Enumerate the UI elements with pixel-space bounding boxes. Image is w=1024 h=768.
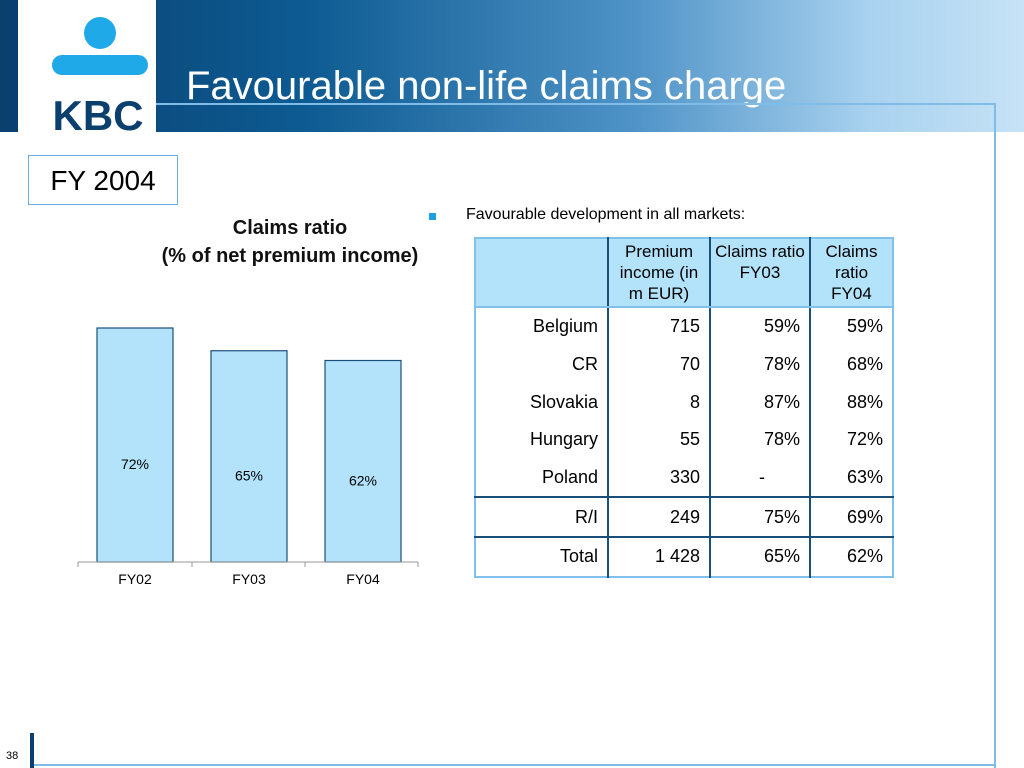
chart-title-line-2: (% of net premium income) — [161, 245, 419, 267]
kbc-logo: KBC — [18, 0, 156, 132]
cell-fy04: 62% — [810, 536, 893, 577]
chart-title-line-1: Claims ratio — [232, 217, 348, 239]
table-body: Belgium 715 59% 59% CR 70 78% 68% Slovakia 8 87% 88… — [475, 307, 893, 577]
logo-text: KBC — [53, 92, 144, 132]
bullet-square-icon — [429, 213, 436, 220]
header-band — [0, 0, 1024, 132]
table-row: Slovakia 8 87% 88% — [475, 383, 893, 422]
bar-FY04 — [324, 359, 402, 563]
cell-fy04: 59% — [846, 316, 883, 337]
cell-market: Hungary — [475, 421, 609, 459]
table-header-fy03: Claims ratio FY03 — [710, 238, 811, 308]
frame-accent-bottom-left — [30, 733, 34, 768]
table-row: Belgium 715 59% 59% — [475, 307, 893, 346]
bullet-text: Favourable development in all markets: — [466, 206, 746, 223]
cell-fy03: - — [710, 458, 811, 498]
table-row: Total 1 428 65% 62% — [475, 536, 893, 577]
frame-line-right — [994, 103, 996, 768]
table-header-row: Premium income (in m EUR) Claims ratio F… — [475, 238, 893, 308]
chart-title: Claims ratio (% of net premium income) — [140, 214, 440, 270]
cell-premium: 70 — [608, 345, 711, 384]
page-title: Favourable non-life claims charge — [186, 64, 787, 108]
bar-FY02 — [96, 327, 174, 563]
cell-fy04: 68% — [846, 354, 883, 375]
cell-fy03: 65% — [710, 536, 811, 577]
cell-fy03: 87% — [710, 383, 811, 422]
cell-fy03: 78% — [710, 421, 811, 459]
cell-market: Belgium — [475, 307, 609, 346]
cell-premium: 249 — [608, 496, 711, 538]
frame-line-top — [156, 103, 996, 105]
cell-market: R/I — [475, 496, 609, 538]
table-header-market — [475, 238, 609, 308]
markets-table: Premium income (in m EUR) Claims ratio F… — [474, 237, 894, 578]
cell-fy04: 72% — [846, 429, 883, 450]
x-tick-label: FY04 — [346, 571, 380, 587]
cell-fy04: 63% — [846, 467, 883, 488]
cell-fy03: 59% — [710, 307, 811, 346]
cell-premium: 8 — [608, 383, 711, 422]
table-row: CR 70 78% 68% — [475, 345, 893, 384]
bar-value-label: 72% — [121, 456, 149, 472]
cell-fy03: 78% — [710, 345, 811, 384]
cell-market: CR — [475, 345, 609, 384]
frame-line-bottom — [30, 764, 996, 766]
cell-fy03: 75% — [710, 496, 811, 538]
bar-value-label: 62% — [349, 472, 377, 488]
table-header-premium: Premium income (in m EUR) — [608, 238, 711, 308]
bar-FY03 — [210, 350, 288, 563]
cell-market: Slovakia — [475, 383, 609, 422]
claims-ratio-bar-chart: 72% FY02 65% FY03 62% FY04 — [77, 327, 419, 587]
kbc-logo-icon: KBC — [52, 17, 148, 132]
period-box: FY 2004 — [28, 155, 178, 205]
cell-premium: 330 — [608, 458, 711, 498]
x-tick-label: FY02 — [118, 571, 152, 587]
page-number: 38 — [6, 750, 19, 762]
cell-premium: 55 — [608, 421, 711, 459]
bar-value-label: 65% — [235, 467, 263, 483]
table-row: Poland 330- 63% — [475, 458, 893, 498]
cell-market: Poland — [475, 458, 609, 498]
table-header-fy04: Claims ratio FY04 — [810, 238, 893, 308]
x-tick-label: FY03 — [232, 571, 266, 587]
cell-market: Total — [475, 536, 609, 577]
cell-fy04: 88% — [846, 391, 883, 412]
cell-premium: 1 428 — [608, 536, 711, 577]
cell-premium: 715 — [608, 307, 711, 346]
table-row: R/I 249 75% 69% — [475, 496, 893, 538]
table-row: Hungary 55 78% 72% — [475, 421, 893, 459]
cell-fy04: 69% — [810, 496, 893, 538]
